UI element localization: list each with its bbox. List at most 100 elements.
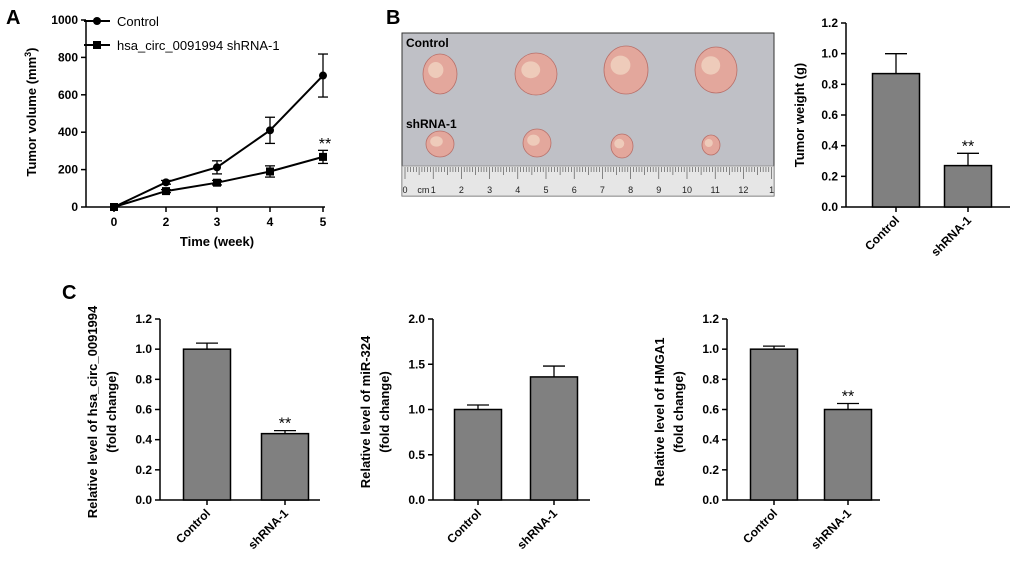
y-tick-label: 1.0 [821,47,838,61]
x-tick-label: 2 [163,215,170,229]
significance-marker: ** [962,138,974,155]
ruler-number: 6 [572,185,577,195]
y-tick-label: 0.5 [408,448,425,462]
legend-label-control: Control [117,14,159,29]
panel-label-a: A [6,7,20,29]
ruler-number: 8 [628,185,633,195]
y-axis-label-sup: 3 [23,52,33,57]
ruler-number: 7 [600,185,605,195]
y-tick-label: 0.4 [135,433,152,447]
y-tick-label: 1.0 [702,342,719,356]
y-tick-label: 1.0 [135,342,152,356]
y-tick-label: 0.6 [135,403,152,417]
series-line-1 [113,74,324,208]
tumor-volume-chart: 0 200 400 600 800 1000 0 2 3 4 5 Time (week) Tumor v… [23,13,331,249]
y-axis-label-line2: (fold change) [671,371,686,453]
panel-label-b: B [386,7,400,29]
ruler-number: 5 [543,185,548,195]
x-axis-label: Time (week) [180,234,254,249]
circ-level-chart: 0.0 0.2 0.4 0.6 0.8 1.0 1.2 Control shRNA-1 ** Rel… [85,305,320,552]
x-tick-label: 0 [111,215,118,229]
bar-shrna-1 [943,164,993,208]
y-tick-label: 200 [58,163,78,177]
tumor-7-highlight [614,138,625,149]
ruler-number: 4 [515,185,520,195]
y-axis-label: Tumor volume (mm3) [23,47,39,176]
y-tick-label: 600 [58,88,78,102]
ruler-number: 1 [769,185,774,195]
tumor-4-highlight [701,56,721,75]
y-tick-label: 0.2 [135,463,152,477]
legend-label-shrna: hsa_circ_0091994 shRNA-1 [117,38,280,53]
x-tick-label: Control [740,506,780,546]
bar-control [749,348,799,501]
y-tick-label: 0.8 [821,77,838,91]
x-tick-label: 4 [267,215,274,229]
y-tick-label: 0.8 [135,372,152,386]
y-tick-label: 1.5 [408,357,425,371]
data-point-shrna [162,187,170,196]
tumor-3-highlight [610,55,631,75]
x-tick-label: shRNA-1 [514,506,560,552]
ruler-number: 12 [738,185,748,195]
y-axis-label-line2: (fold change) [104,371,119,453]
data-point-shrna [319,152,327,161]
legend-marker-control [93,17,101,25]
ruler-number: 1 [431,185,436,195]
panel-label-c: C [62,282,76,304]
hmga1-level-chart: 0.0 0.2 0.4 0.6 0.8 1.0 1.2 Control shRNA-1 ** Rel… [652,312,880,552]
significance-marker: ** [842,388,854,405]
x-tick-label: Control [173,506,213,546]
y-tick-label: 0.8 [702,372,719,386]
bar-shrna-1 [823,408,873,501]
y-tick-label: 1.0 [408,403,425,417]
bar-control [453,408,503,501]
y-tick-label: 0.2 [821,169,838,183]
x-tick-label: Control [862,213,902,253]
data-point-control [266,126,274,135]
y-axis-label: Relative level of HMGA1 [652,338,667,487]
y-tick-label: 0.4 [702,433,719,447]
x-tick-label: shRNA-1 [808,506,854,552]
x-tick-label: shRNA-1 [928,213,974,259]
ruler-number: 0 [402,185,407,195]
ruler-ticks: 0 1 2 3 4 5 6 7 8 9 10 11 12 1cm [402,167,774,195]
tumor-2-highlight [521,61,541,79]
data-point-control [213,163,221,172]
y-tick-label: 0 [71,200,78,214]
bar-control [182,348,232,501]
y-tick-label: 2.0 [408,312,425,326]
y-tick-label: 0.0 [408,493,425,507]
y-tick-label: 1.2 [702,312,719,326]
bar-shrna-1 [529,376,579,501]
y-axis-label: Relative level of miR-324 [358,335,373,488]
ruler-number: 10 [682,185,692,195]
significance-marker: ** [319,136,331,153]
y-axis-label-text: Tumor volume (mm [24,57,39,177]
tumor-samples [422,45,738,159]
x-tick-label: Control [444,506,484,546]
y-tick-label: 0.2 [702,463,719,477]
y-tick-label: 0.6 [821,108,838,122]
bar-shrna-1 [260,432,310,501]
photo-label-shrna: shRNA-1 [406,117,457,131]
ruler-unit: cm [417,185,429,195]
y-tick-label: 0.0 [821,200,838,214]
photo-label-control: Control [406,36,449,50]
y-axis-label: Tumor weight (g) [792,63,807,167]
y-tick-label: 0.6 [702,403,719,417]
y-axis-label-end: ) [24,47,39,51]
tumor-1-highlight [428,62,444,78]
y-tick-label: 0.0 [135,493,152,507]
ruler-number: 3 [487,185,492,195]
ruler-number: 2 [459,185,464,195]
y-tick-label: 0.4 [821,139,838,153]
y-tick-label: 800 [58,50,78,64]
data-point-shrna [213,178,221,187]
significance-marker: ** [279,416,291,433]
tumor-weight-chart: 0.0 0.2 0.4 0.6 0.8 1.0 1.2 Control shRNA-1 ** Tum… [792,16,1010,259]
ruler-number: 11 [711,185,720,195]
x-tick-label: 3 [214,215,221,229]
y-tick-label: 1.2 [821,16,838,30]
